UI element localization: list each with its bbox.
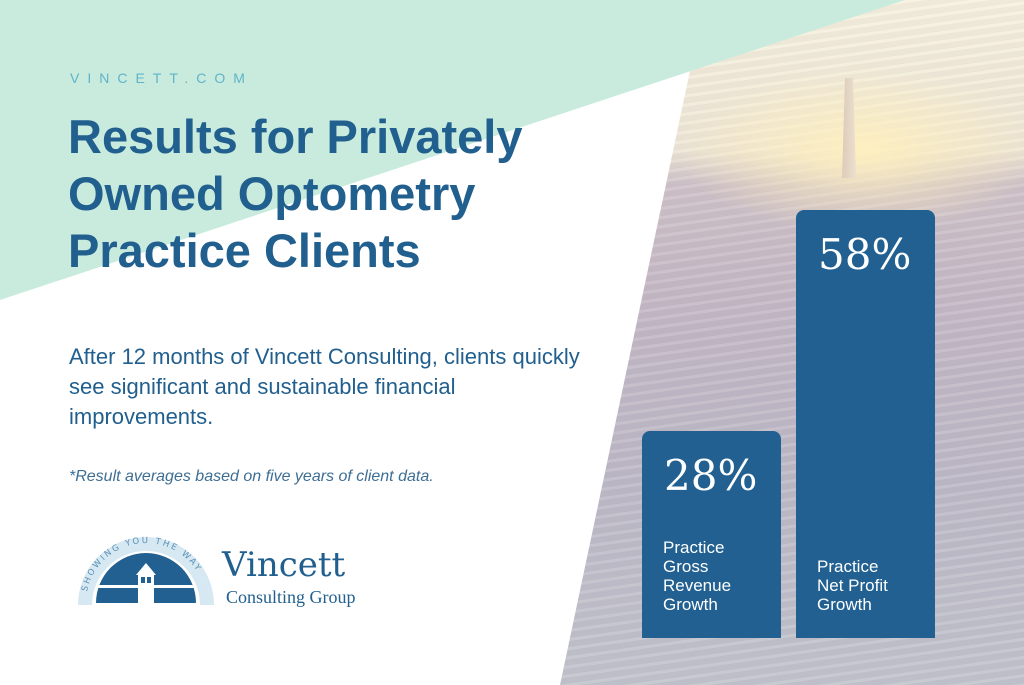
bar-value-label: 28% [664,451,758,501]
subtitle: After 12 months of Vincett Consulting, c… [69,344,580,429]
site-url: VINCETT.COM [70,70,253,86]
logo-name: Vincett [222,545,346,585]
bar-category-label: Practice Gross Revenue Growth [663,537,732,614]
lighthouse-arch-icon: SHOWING YOU THE WAY [78,536,214,605]
bar-gross-revenue: 28% Practice Gross Revenue Growth [642,431,781,638]
bar-category-label: Practice Net Profit Growth [817,557,888,614]
page-title: Results for Privately Owned Optometry Pr… [68,110,523,277]
lighthouse-image [842,78,856,178]
logo-subname: Consulting Group [226,587,356,607]
bar-net-profit: 58% Practice Net Profit Growth [796,210,935,638]
footnote: *Result averages based on five years of … [69,468,434,485]
vincett-logo: SHOWING YOU THE WAY Vincett Consulting G… [76,527,376,607]
bar-value-label: 58% [818,230,912,279]
